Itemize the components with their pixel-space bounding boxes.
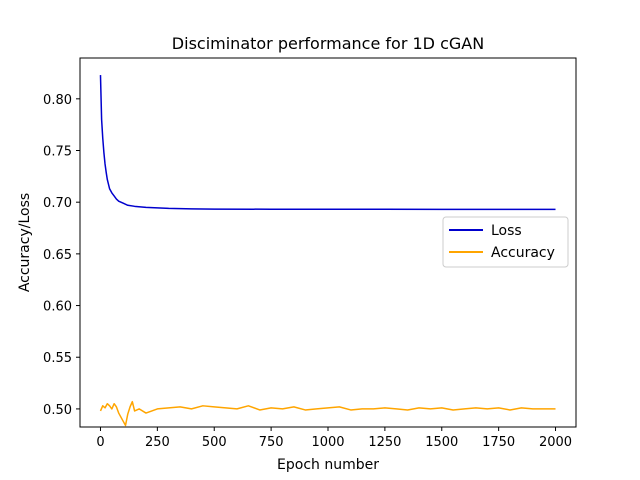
x-tick-label: 500 xyxy=(202,435,227,450)
x-tick-label: 1000 xyxy=(311,435,344,450)
legend-loss-label: Loss xyxy=(491,223,522,239)
y-tick-label: 0.55 xyxy=(43,351,72,366)
x-tick-label: 750 xyxy=(259,435,284,450)
y-tick-label: 0.60 xyxy=(43,300,72,315)
y-tick-label: 0.80 xyxy=(43,93,72,108)
x-tick-label: 0 xyxy=(96,435,104,450)
x-tick-label: 1250 xyxy=(368,435,401,450)
y-tick-label: 0.70 xyxy=(43,196,72,211)
series-layer xyxy=(99,75,556,427)
x-tick-label: 1500 xyxy=(425,435,458,450)
series-line-accuracy xyxy=(99,400,556,427)
x-axis-title: Epoch number xyxy=(277,457,379,473)
x-tick-label: 1750 xyxy=(482,435,515,450)
legend-accuracy-label: Accuracy xyxy=(491,245,555,261)
y-tick-label: 0.50 xyxy=(43,403,72,418)
y-tick-label: 0.75 xyxy=(43,145,72,160)
y-tick-label: 0.65 xyxy=(43,248,72,263)
x-tick-label: 2000 xyxy=(539,435,572,450)
x-axis: 0 250 500 750 1000 1250 1500 1750 2000 xyxy=(96,427,572,450)
y-axis: 0.50 0.55 0.60 0.65 0.70 0.75 0.80 xyxy=(43,93,80,418)
series-line-loss xyxy=(99,75,556,211)
y-axis-title: Accuracy/Loss xyxy=(17,193,33,292)
legend: Loss Accuracy xyxy=(442,216,569,268)
chart-title: Disciminator performance for 1D cGAN xyxy=(172,34,484,53)
x-tick-label: 250 xyxy=(145,435,170,450)
